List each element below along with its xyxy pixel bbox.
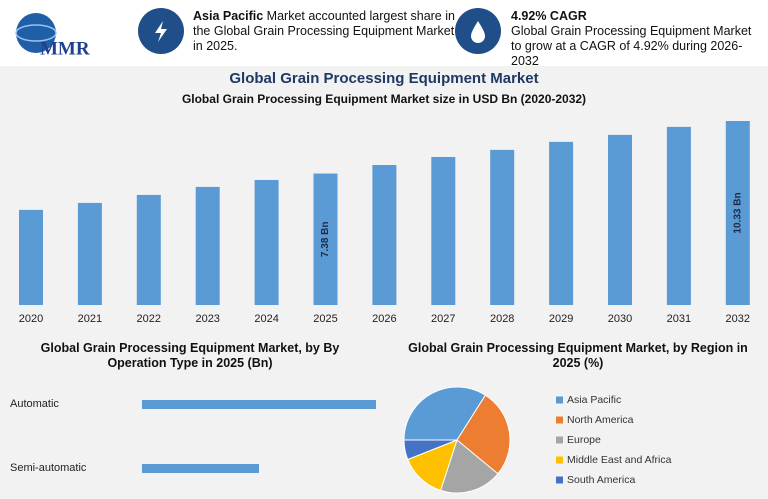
bar: [142, 464, 259, 473]
legend-label: South America: [567, 474, 635, 486]
chart-title: Global Grain Processing Equipment Market: [229, 70, 538, 87]
logo-globe: [16, 13, 56, 53]
legend-swatch: [556, 476, 563, 484]
bar-chart: 2020 2021 2022 2023 2024 2025 7.38 Bn 2026 2027 2…: [19, 121, 750, 325]
bar: [549, 141, 574, 305]
bar: [254, 179, 279, 305]
pie-chart: Asia Pacific North America Europe Middle Ea…: [403, 386, 672, 494]
category-label: Semi-automatic: [10, 462, 87, 474]
bar: [490, 149, 515, 305]
category-label: Automatic: [10, 398, 59, 410]
bar: [313, 173, 338, 305]
legend-swatch: [556, 436, 563, 444]
bolt-icon: [155, 21, 167, 42]
bar: [142, 400, 376, 409]
header-bg: [0, 0, 768, 66]
hbar-title: Global Grain Processing Equipment Market…: [40, 341, 340, 370]
legend-label: Europe: [567, 434, 601, 446]
x-tick-label: 2030: [608, 313, 632, 325]
bar: [431, 156, 456, 305]
x-tick-label: 2029: [549, 313, 573, 325]
bar: [372, 164, 397, 305]
pie-slice: [456, 394, 511, 475]
x-tick-label: 2025: [313, 313, 337, 325]
x-tick-label: 2027: [431, 313, 455, 325]
bar: [19, 209, 43, 305]
pie-slice: [439, 439, 499, 494]
legend-swatch: [556, 456, 563, 464]
chart-subtitle: Global Grain Processing Equipment Market…: [182, 92, 586, 106]
x-tick-label: 2026: [372, 313, 396, 325]
x-tick-label: 2024: [254, 313, 278, 325]
legend-swatch: [556, 396, 563, 404]
pie-title: Global Grain Processing Equipment Market…: [408, 341, 748, 370]
drop-icon: [471, 21, 485, 43]
callout-bold: 4.92% CAGR: [511, 9, 587, 23]
x-tick-label: 2020: [19, 313, 43, 325]
legend-swatch: [556, 416, 563, 424]
logo-orbit: [15, 24, 57, 42]
x-tick-label: 2032: [726, 313, 750, 325]
bar: [77, 202, 102, 305]
callout-text: Global Grain Processing Equipment Market…: [511, 24, 752, 68]
bar: [136, 194, 161, 305]
callout-1: Asia Pacific Market accounted largest sh…: [193, 9, 455, 54]
bar: [195, 186, 220, 305]
value-label: 7.38 Bn: [320, 221, 331, 257]
x-tick-label: 2028: [490, 313, 514, 325]
value-label: 10.33 Bn: [732, 192, 743, 233]
legend-label: Asia Pacific: [567, 394, 621, 406]
x-tick-label: 2031: [667, 313, 691, 325]
x-tick-label: 2023: [195, 313, 219, 325]
x-tick-label: 2022: [137, 313, 161, 325]
bar: [608, 134, 632, 305]
callout-text: Market accounted largest share in the Gl…: [193, 9, 455, 53]
logo-text: MMR: [40, 38, 90, 59]
pie-slice: [403, 439, 458, 461]
callout-bold: Asia Pacific: [193, 9, 264, 23]
bar: [725, 121, 750, 305]
x-tick-label: 2021: [78, 313, 102, 325]
callout-2: 4.92% CAGR Global Grain Processing Equipm…: [511, 9, 761, 69]
legend-label: North America: [567, 414, 634, 426]
legend-label: Middle East and Africa: [567, 454, 672, 466]
hbar-chart: Automatic Semi-automatic: [10, 398, 376, 474]
bar: [666, 126, 691, 306]
